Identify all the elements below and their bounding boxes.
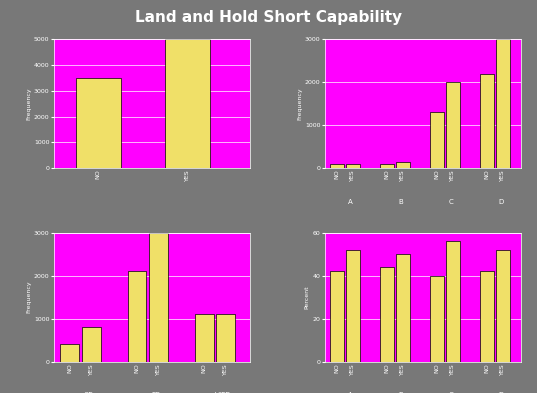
Bar xyxy=(195,314,214,362)
Bar xyxy=(396,254,410,362)
Bar xyxy=(82,327,101,362)
Bar xyxy=(496,250,510,362)
Y-axis label: Percent: Percent xyxy=(305,285,310,309)
Bar xyxy=(346,250,360,362)
Y-axis label: Frequency: Frequency xyxy=(297,87,302,120)
Bar xyxy=(330,164,344,168)
Bar xyxy=(430,112,444,168)
Y-axis label: Frequency: Frequency xyxy=(26,87,31,120)
Text: Land and Hold Short Capability: Land and Hold Short Capability xyxy=(135,10,402,25)
Bar xyxy=(330,271,344,362)
Bar xyxy=(396,162,410,168)
Bar xyxy=(380,164,394,168)
Y-axis label: Frequency: Frequency xyxy=(26,281,31,314)
Bar xyxy=(430,275,444,362)
Bar xyxy=(480,271,494,362)
Bar xyxy=(149,233,168,362)
Bar xyxy=(128,271,147,362)
Bar xyxy=(165,39,210,168)
Bar xyxy=(480,73,494,168)
Bar xyxy=(446,241,460,362)
Bar xyxy=(76,78,121,168)
Bar xyxy=(380,267,394,362)
Bar xyxy=(346,164,360,168)
Bar xyxy=(446,82,460,168)
Bar xyxy=(216,314,235,362)
Bar xyxy=(61,344,79,362)
Bar xyxy=(496,39,510,168)
